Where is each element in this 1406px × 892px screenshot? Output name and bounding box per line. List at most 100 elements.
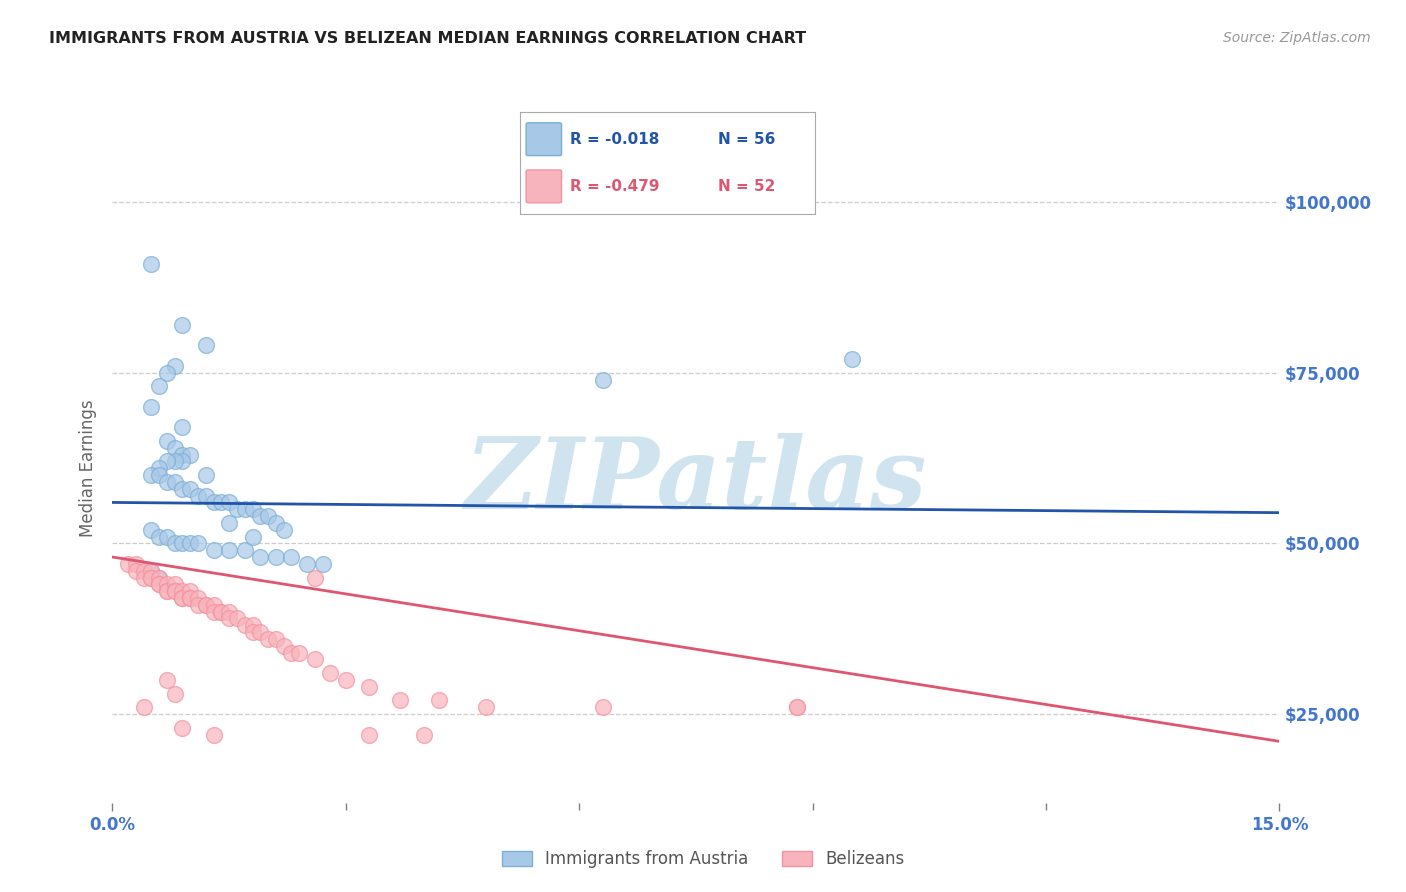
Point: [841, 352, 863, 367]
Point: [132, 570, 155, 584]
Point: [412, 727, 434, 741]
Point: [592, 700, 614, 714]
Point: [226, 502, 249, 516]
Point: [163, 536, 186, 550]
Point: [319, 666, 342, 681]
Point: [156, 366, 179, 380]
Point: [132, 564, 155, 578]
Point: [249, 549, 271, 564]
Point: [141, 256, 163, 270]
Point: [264, 549, 287, 564]
FancyBboxPatch shape: [526, 170, 561, 202]
Point: [194, 338, 217, 352]
Point: [172, 584, 194, 599]
Point: [163, 475, 186, 489]
Point: [592, 373, 614, 387]
Point: [156, 530, 179, 544]
Point: [163, 359, 186, 373]
Point: [273, 639, 295, 653]
Point: [163, 441, 186, 455]
Point: [249, 509, 271, 524]
Text: R = -0.479: R = -0.479: [571, 179, 659, 194]
FancyBboxPatch shape: [526, 123, 561, 155]
Point: [427, 693, 450, 707]
Point: [172, 420, 194, 434]
Point: [475, 700, 498, 714]
Point: [786, 700, 808, 714]
Point: [179, 482, 201, 496]
Point: [311, 557, 333, 571]
Point: [179, 584, 201, 599]
Point: [172, 591, 194, 605]
Point: [249, 625, 271, 640]
Point: [148, 570, 170, 584]
Point: [295, 557, 318, 571]
Point: [148, 461, 170, 475]
Point: [156, 475, 179, 489]
Point: [172, 454, 194, 468]
Point: [156, 673, 179, 687]
Point: [141, 564, 163, 578]
Point: [218, 543, 240, 558]
Point: [187, 489, 209, 503]
Y-axis label: Median Earnings: Median Earnings: [79, 400, 97, 537]
Point: [202, 727, 225, 741]
Text: R = -0.018: R = -0.018: [571, 132, 659, 146]
Text: ZIPatlas: ZIPatlas: [465, 434, 927, 530]
Point: [172, 721, 194, 735]
Point: [202, 605, 225, 619]
Point: [148, 577, 170, 591]
Point: [202, 543, 225, 558]
Point: [280, 549, 302, 564]
Point: [209, 605, 232, 619]
Point: [156, 454, 179, 468]
Legend: Immigrants from Austria, Belizeans: Immigrants from Austria, Belizeans: [495, 844, 911, 875]
Point: [359, 727, 381, 741]
Point: [141, 400, 163, 414]
Point: [786, 700, 808, 714]
Point: [132, 700, 155, 714]
Point: [141, 523, 163, 537]
Point: [264, 516, 287, 530]
Point: [172, 318, 194, 332]
Point: [156, 584, 179, 599]
Point: [194, 598, 217, 612]
Point: [163, 454, 186, 468]
Point: [233, 618, 256, 632]
Point: [179, 448, 201, 462]
Point: [359, 680, 381, 694]
Point: [233, 543, 256, 558]
Point: [209, 495, 232, 509]
Text: N = 52: N = 52: [718, 179, 776, 194]
Point: [125, 557, 148, 571]
Point: [148, 468, 170, 483]
Point: [242, 625, 264, 640]
Point: [179, 591, 201, 605]
Point: [209, 605, 232, 619]
Point: [125, 564, 148, 578]
Point: [141, 570, 163, 584]
Point: [187, 536, 209, 550]
Point: [233, 502, 256, 516]
Point: [148, 530, 170, 544]
Point: [218, 611, 240, 625]
Text: IMMIGRANTS FROM AUSTRIA VS BELIZEAN MEDIAN EARNINGS CORRELATION CHART: IMMIGRANTS FROM AUSTRIA VS BELIZEAN MEDI…: [49, 31, 806, 46]
Point: [335, 673, 357, 687]
Point: [156, 584, 179, 599]
Point: [163, 584, 186, 599]
Point: [273, 523, 295, 537]
Point: [257, 509, 280, 524]
Point: [288, 646, 311, 660]
Point: [172, 448, 194, 462]
Point: [187, 591, 209, 605]
Point: [202, 598, 225, 612]
Point: [117, 557, 139, 571]
Point: [179, 536, 201, 550]
Point: [304, 652, 326, 666]
Point: [163, 687, 186, 701]
Point: [141, 468, 163, 483]
Text: Source: ZipAtlas.com: Source: ZipAtlas.com: [1223, 31, 1371, 45]
Point: [141, 570, 163, 584]
Point: [172, 536, 194, 550]
Point: [242, 502, 264, 516]
